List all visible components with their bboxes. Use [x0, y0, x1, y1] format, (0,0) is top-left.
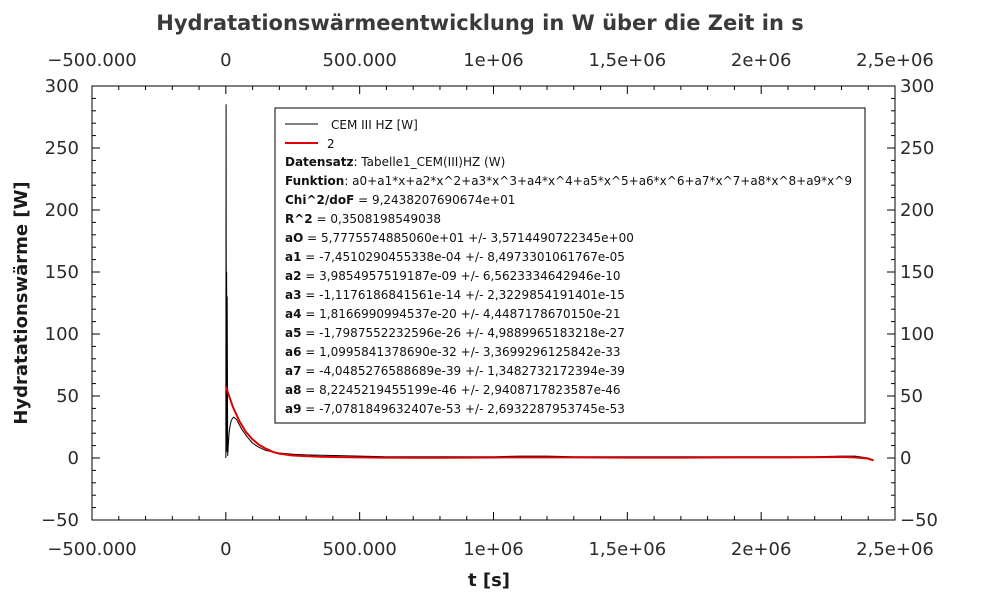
x-tick-label-top: 0 [220, 50, 231, 71]
fit-info-key: a9 [285, 402, 301, 416]
fit-info-line: Chi^2/doF = 9,2438207690674e+01 [285, 193, 515, 207]
y-tick-label-right: 200 [900, 200, 934, 221]
fit-info-value: = 8,2245219455199e-46 +/- 2,940871782358… [301, 383, 620, 397]
fit-info-value: : a0+a1*x+a2*x^2+a3*x^3+a4*x^4+a5*x^5+a6… [344, 174, 852, 188]
y-tick-label-left: 200 [45, 200, 79, 221]
y-tick-label-right: −50 [900, 510, 938, 531]
y-tick-label-right: 300 [900, 76, 934, 97]
series-group [224, 104, 874, 462]
fit-info-line: R^2 = 0,3508198549038 [285, 212, 441, 226]
fit-info-value: = 5,7775574885060e+01 +/- 3,571449072234… [303, 231, 634, 245]
fit-info-line: a9 = -7,0781849632407e-53 +/- 2,69322879… [285, 402, 625, 416]
fit-info-line: aO = 5,7775574885060e+01 +/- 3,571449072… [285, 231, 634, 245]
chart-title: Hydratationswärmeentwicklung in W über d… [156, 11, 803, 35]
fit-info-line: a1 = -7,4510290455338e-04 +/- 8,49733010… [285, 250, 625, 264]
fit-info-value: = 3,9854957519187e-09 +/- 6,562333464294… [301, 269, 620, 283]
fit-info-line: Datensatz: Tabelle1_CEM(III)HZ (W) [285, 155, 505, 169]
x-tick-label-top: 2e+06 [731, 50, 792, 71]
legend: CEM III HZ [W] 2 Datensatz: Tabelle1_CEM(I… [285, 118, 852, 416]
fit-info-value: = 1,0995841378690e-32 +/- 3,369929612584… [301, 345, 620, 359]
fit-info-key: a8 [285, 383, 301, 397]
y-tick-label-right: 150 [900, 262, 934, 283]
y-tick-label-right: 250 [900, 138, 934, 159]
fit-info-key: Datensatz [285, 155, 353, 169]
y-tick-label-right: 50 [900, 386, 923, 407]
legend-label-1: CEM III HZ [W] [331, 118, 418, 132]
fit-info-value: = -7,4510290455338e-04 +/- 8,49733010617… [301, 250, 624, 264]
x-tick-label-bottom: 2,5e+06 [856, 539, 934, 560]
tick-labels: −500.000 −500.000 0 0 500.000 500.000 1e+06 1e+… [41, 50, 938, 560]
fit-info-value: = -1,7987552232596e-26 +/- 4,98899651832… [301, 326, 624, 340]
y-tick-label-right: 0 [900, 448, 911, 469]
fit-info-key: R^2 [285, 212, 313, 226]
fit-info-key: a7 [285, 364, 301, 378]
fit-info-line: a2 = 3,9854957519187e-09 +/- 6,562333464… [285, 269, 621, 283]
y-tick-label-left: 150 [45, 262, 79, 283]
x-tick-label-top: 2,5e+06 [856, 50, 934, 71]
fit-info-value: : Tabelle1_CEM(III)HZ (W) [353, 155, 505, 169]
fit-info-line: a3 = -1,1176186841561e-14 +/- 2,32298541… [285, 288, 625, 302]
fit-info-value: = -1,1176186841561e-14 +/- 2,32298541914… [301, 288, 624, 302]
fit-info-value: = -7,0781849632407e-53 +/- 2,69322879537… [301, 402, 624, 416]
y-tick-label-left: 300 [45, 76, 79, 97]
fit-info-line: Funktion: a0+a1*x+a2*x^2+a3*x^3+a4*x^4+a… [285, 174, 852, 188]
legend-label-2: 2 [327, 137, 335, 151]
fit-info-value: = 1,8166990994537e-20 +/- 4,448717867015… [301, 307, 620, 321]
y-axis-label: Hydratationswärme [W] [11, 181, 32, 424]
x-tick-label-bottom: 2e+06 [731, 539, 792, 560]
fit-info-key: Funktion [285, 174, 344, 188]
fit-info-line: a8 = 8,2245219455199e-46 +/- 2,940871782… [285, 383, 621, 397]
fit-info-value: = 9,2438207690674e+01 [354, 193, 515, 207]
fit-info-value: = -4,0485276588689e-39 +/- 1,34827321723… [301, 364, 624, 378]
axis-ticks [91, 85, 896, 521]
x-tick-label-top: 1e+06 [463, 50, 524, 71]
fit-info-line: a7 = -4,0485276588689e-39 +/- 1,34827321… [285, 364, 625, 378]
x-tick-label-bottom: 500.000 [322, 539, 396, 560]
fit-info-key: aO [285, 231, 303, 245]
y-tick-label-left: 100 [45, 324, 79, 345]
x-tick-label-bottom: 1e+06 [463, 539, 524, 560]
series-line-2 [224, 385, 874, 462]
fit-info-line: a6 = 1,0995841378690e-32 +/- 3,369929612… [285, 345, 621, 359]
fit-info-key: a6 [285, 345, 301, 359]
x-tick-label-bottom: 1,5e+06 [588, 539, 666, 560]
x-tick-label-top: 500.000 [322, 50, 396, 71]
y-tick-label-left: 50 [56, 386, 79, 407]
x-tick-label-top: −500.000 [47, 50, 137, 71]
x-axis-label: t [s] [468, 570, 510, 591]
fit-info-value: = 0,3508198549038 [313, 212, 441, 226]
fit-info-key: a5 [285, 326, 301, 340]
fit-info-line: a4 = 1,8166990994537e-20 +/- 4,448717867… [285, 307, 621, 321]
x-tick-label-bottom: −500.000 [47, 539, 137, 560]
fit-info-line: a5 = -1,7987552232596e-26 +/- 4,98899651… [285, 326, 625, 340]
y-tick-label-left: 0 [68, 448, 79, 469]
y-tick-label-left: −50 [41, 510, 79, 531]
fit-info-key: a3 [285, 288, 301, 302]
x-tick-label-top: 1,5e+06 [588, 50, 666, 71]
y-tick-label-right: 100 [900, 324, 934, 345]
legend-box [274, 107, 866, 424]
y-tick-label-left: 250 [45, 138, 79, 159]
fit-info-key: Chi^2/doF [285, 193, 354, 207]
x-tick-label-bottom: 0 [220, 539, 231, 560]
fit-info-key: a2 [285, 269, 301, 283]
fit-info-key: a1 [285, 250, 301, 264]
fit-info-key: a4 [285, 307, 301, 321]
